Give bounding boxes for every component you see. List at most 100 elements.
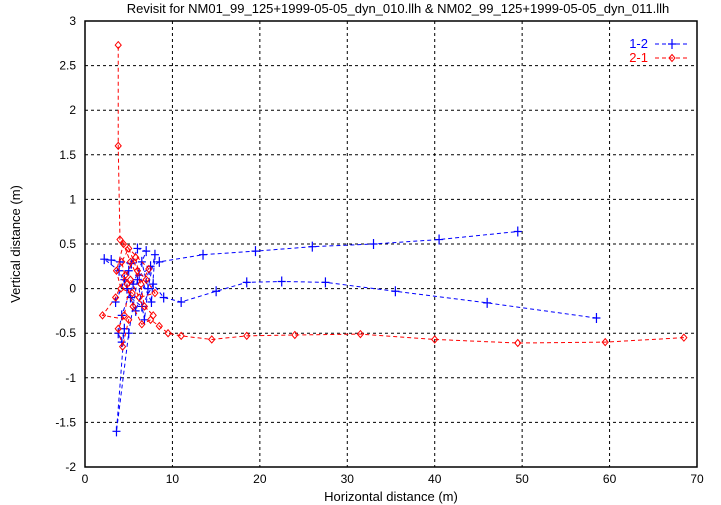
data-point (121, 270, 129, 280)
x-tick-label: 70 (690, 472, 704, 486)
series-line (101, 45, 684, 347)
series-1-2 (100, 226, 601, 437)
data-point (129, 302, 137, 311)
data-point (117, 284, 125, 293)
y-tick-label: 0.5 (59, 237, 76, 251)
data-point (199, 249, 208, 260)
data-point (100, 254, 109, 265)
data-point (126, 275, 135, 284)
data-point (133, 243, 142, 254)
series-2-1 (98, 40, 688, 351)
data-point (119, 239, 128, 249)
legend-marker (668, 53, 676, 63)
data-point (277, 276, 286, 287)
data-point (125, 315, 133, 325)
x-tick-label: 60 (603, 472, 617, 486)
chart-title: Revisit for NM01_99_125+1999-05-05_dyn_0… (127, 1, 670, 16)
x-tick-label: 10 (166, 472, 180, 486)
data-point (150, 249, 159, 260)
x-tick-label: 50 (515, 472, 529, 486)
data-point (123, 279, 131, 289)
data-point (118, 257, 126, 267)
data-point (124, 265, 133, 276)
data-point (143, 283, 152, 294)
y-tick-label: 1 (69, 192, 76, 206)
data-point (128, 288, 136, 298)
legend: 1-22-1 (629, 36, 690, 65)
data-point (149, 311, 157, 320)
data-point (177, 331, 185, 341)
data-point (126, 257, 135, 267)
data-point (147, 296, 156, 307)
legend-label: 2-1 (629, 50, 648, 65)
data-point (135, 293, 143, 302)
data-point (291, 330, 299, 340)
data-point (98, 311, 107, 320)
data-point (125, 244, 133, 253)
x-tick-label: 20 (253, 472, 267, 486)
data-point (242, 277, 251, 288)
data-point (212, 286, 221, 297)
data-point (391, 286, 400, 297)
y-tick-label: -0.5 (55, 326, 76, 340)
legend-label: 1-2 (629, 36, 648, 51)
data-point (369, 239, 378, 249)
y-tick-label: 1.5 (59, 148, 76, 162)
y-tick-label: 2.5 (59, 59, 76, 73)
data-point (146, 315, 155, 325)
data-point (138, 320, 146, 329)
data-point (133, 266, 142, 276)
y-tick-label: -2 (65, 460, 76, 474)
legend-marker (668, 39, 676, 49)
y-tick-label: 0 (69, 282, 76, 296)
data-point (142, 275, 150, 284)
x-tick-label: 0 (82, 472, 89, 486)
data-point (112, 266, 121, 276)
data-point (159, 292, 168, 303)
data-point (601, 337, 609, 347)
series-layer (98, 40, 688, 437)
data-point (112, 426, 121, 437)
data-point (680, 333, 688, 342)
data-point (114, 40, 122, 50)
grid (85, 21, 697, 467)
data-point (431, 335, 439, 344)
data-point (435, 234, 444, 245)
data-point (155, 256, 164, 267)
plot-frame (84, 20, 698, 468)
data-point (177, 296, 186, 307)
y-axis-label: Vertical distance (m) (8, 185, 23, 303)
x-axis-label: Horizontal distance (m) (324, 489, 458, 504)
data-point (513, 226, 522, 237)
data-point (111, 296, 120, 307)
data-point (208, 335, 216, 344)
data-point (251, 246, 260, 257)
data-point (117, 337, 126, 348)
data-point (116, 235, 124, 244)
data-point (321, 277, 330, 288)
y-tick-label: -1 (65, 371, 76, 385)
data-point (145, 264, 153, 274)
data-point (118, 342, 127, 351)
y-tick-label: 3 (69, 14, 76, 28)
data-point (592, 313, 601, 324)
data-point (137, 279, 145, 289)
data-point (155, 321, 163, 331)
x-tick-label: 30 (341, 472, 355, 486)
data-point (120, 311, 129, 320)
data-point (114, 324, 122, 334)
data-point (114, 141, 122, 151)
data-point (151, 288, 159, 298)
data-point (132, 253, 140, 262)
data-point (243, 331, 251, 341)
data-point (308, 241, 317, 252)
data-point (140, 302, 149, 311)
data-point (142, 246, 151, 257)
data-point (164, 328, 172, 338)
y-tick-label: 2 (69, 103, 76, 117)
data-point (149, 279, 158, 290)
data-point (514, 338, 522, 348)
data-point (483, 297, 492, 308)
data-point (107, 255, 116, 266)
